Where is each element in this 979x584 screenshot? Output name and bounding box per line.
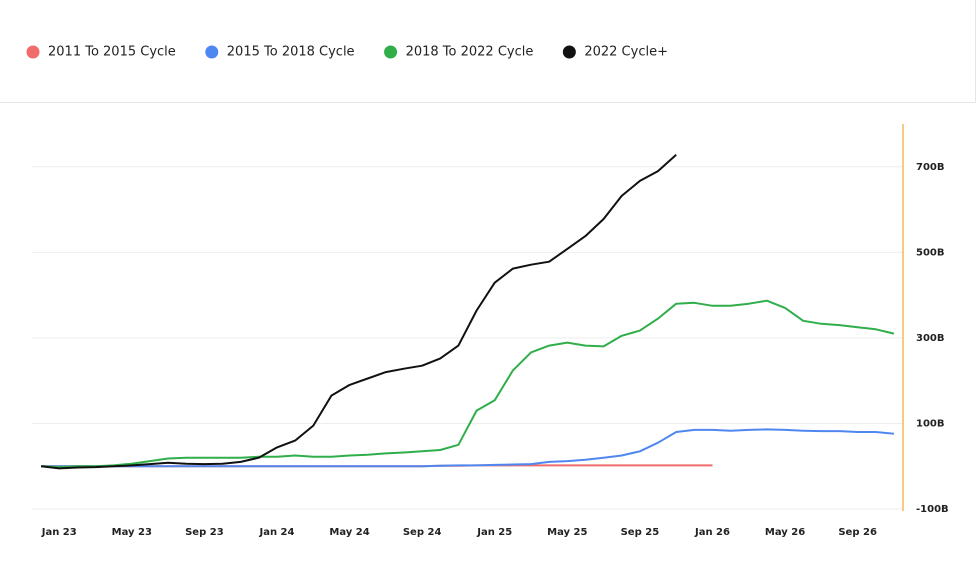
- y-tick-label: -100B: [916, 504, 949, 515]
- x-tick-label: Jan 24: [258, 527, 294, 538]
- legend-label[interactable]: 2015 To 2018 Cycle: [227, 45, 355, 60]
- x-tick-label: Jan 26: [694, 527, 730, 538]
- series-line: [41, 428, 894, 468]
- x-tick-label: Sep 23: [185, 527, 224, 538]
- x-tick-label: May 25: [547, 527, 587, 538]
- x-tick-label: Sep 24: [403, 527, 442, 538]
- legend-dot[interactable]: [384, 45, 398, 59]
- y-tick-label: 100B: [916, 418, 945, 429]
- series-line: [41, 299, 895, 469]
- series-line: [40, 154, 677, 470]
- x-tick-label: May 23: [112, 527, 152, 538]
- x-tick-label: May 24: [329, 527, 369, 538]
- x-tick-label: Jan 25: [476, 527, 512, 538]
- x-tick-label: Jan 23: [41, 527, 77, 538]
- legend-label[interactable]: 2011 To 2015 Cycle: [48, 45, 176, 60]
- x-tick-label: May 26: [765, 527, 805, 538]
- legend-dot[interactable]: [562, 45, 576, 59]
- y-tick-label: 700B: [916, 162, 945, 173]
- x-tick-label: Sep 26: [838, 527, 877, 538]
- legend-dot[interactable]: [26, 45, 40, 59]
- y-tick-label: 500B: [916, 247, 945, 258]
- y-tick-label: 300B: [916, 333, 945, 344]
- legend-label[interactable]: 2022 Cycle+: [584, 45, 668, 60]
- legend-panel: [0, 0, 976, 103]
- legend-dot[interactable]: [205, 45, 219, 59]
- legend-label[interactable]: 2018 To 2022 Cycle: [406, 45, 534, 60]
- x-tick-label: Sep 25: [621, 527, 660, 538]
